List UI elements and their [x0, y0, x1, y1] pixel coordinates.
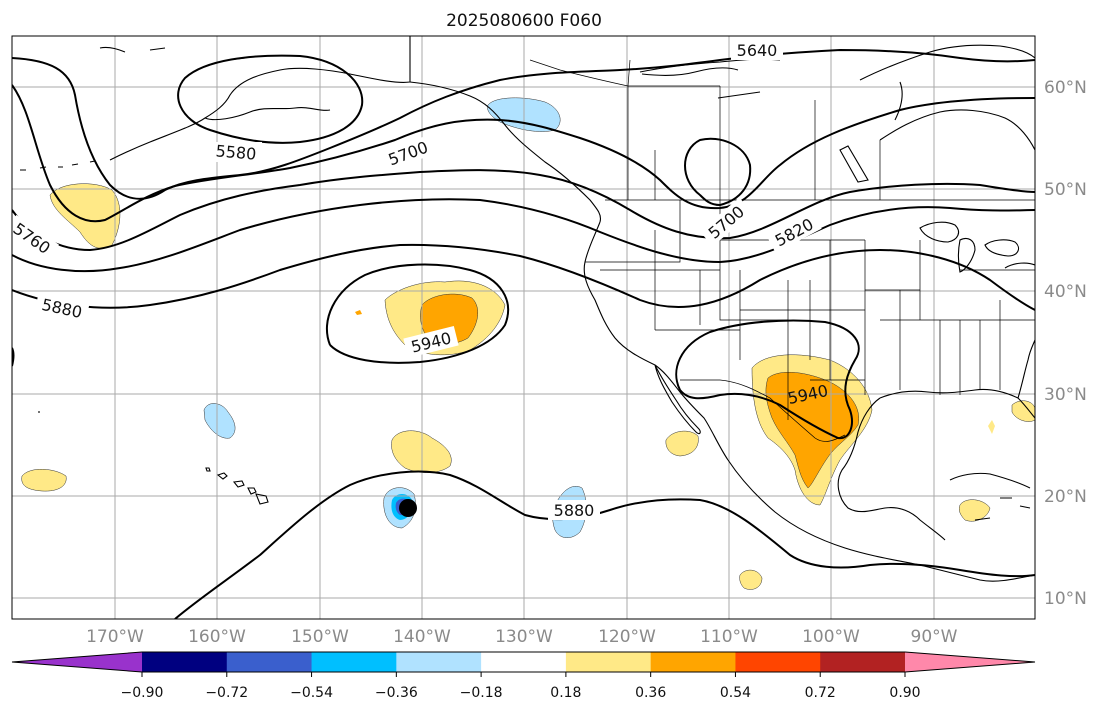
anomaly-region	[665, 430, 699, 457]
lon-label: 110°W	[700, 627, 758, 647]
colorbar-tick-label: −0.54	[290, 685, 333, 701]
map-title: 2025080600 F060	[446, 11, 602, 31]
colorbar-tick-label: 0.36	[635, 685, 666, 701]
contour-label: 5880	[554, 501, 595, 520]
lat-label: 40°N	[1044, 282, 1087, 302]
plot-frame	[11, 35, 1036, 620]
lat-label: 30°N	[1044, 385, 1087, 405]
colorbar-tick-label: −0.72	[205, 685, 248, 701]
contour-line	[12, 243, 1035, 311]
colorbar: −0.90 −0.72 −0.54 −0.36 −0.18 0.18 0.36 0.54 0.7…	[11, 651, 1036, 701]
lon-label: 140°W	[393, 627, 451, 647]
colorbar-segment	[12, 652, 142, 672]
contour-label: 5580	[215, 141, 257, 163]
anomaly-region	[391, 430, 452, 473]
colorbar-segment	[650, 652, 736, 672]
colorbar-segment	[142, 652, 228, 672]
lon-label: 100°W	[802, 627, 860, 647]
lat-label: 50°N	[1044, 180, 1087, 200]
contour-line	[12, 198, 1035, 273]
lon-label: 170°W	[86, 627, 144, 647]
lon-label: 90°W	[911, 627, 958, 647]
colorbar-segment	[820, 652, 906, 672]
colorbar-tick-label: −0.18	[460, 685, 503, 701]
contour-line	[12, 84, 1035, 223]
contour-line	[684, 137, 752, 207]
longitude-labels: 170°W 160°W 150°W 140°W 130°W 120°W 110°…	[86, 627, 958, 647]
lon-label: 130°W	[495, 627, 553, 647]
contour-line	[675, 319, 860, 440]
lat-label: 60°N	[1044, 78, 1087, 98]
anomaly-region	[355, 310, 362, 315]
lon-label: 160°W	[188, 627, 246, 647]
colorbar-tick-label: 0.90	[889, 685, 920, 701]
lon-label: 120°W	[598, 627, 656, 647]
contour-line	[12, 48, 1035, 200]
colorbar-tick-label: −0.36	[375, 685, 418, 701]
latitude-labels: 60°N 50°N 40°N 30°N 20°N 10°N	[1044, 78, 1087, 609]
cyclone-center	[399, 499, 417, 517]
contour-line	[174, 470, 1035, 619]
colorbar-segment	[226, 652, 313, 672]
contour-label: 5640	[737, 41, 778, 60]
coastlines	[20, 36, 1035, 582]
colorbar-tick-label: 0.54	[720, 685, 751, 701]
colorbar-tick-label: 0.72	[805, 685, 836, 701]
colorbar-segment	[481, 652, 567, 672]
colorbar-segment	[905, 652, 1035, 672]
colorbar-tick-label: −0.90	[121, 685, 164, 701]
lat-label: 10°N	[1044, 589, 1087, 609]
colorbar-tick-label: 0.18	[550, 685, 581, 701]
anomaly-region	[765, 372, 860, 489]
lon-label: 150°W	[291, 627, 349, 647]
anomaly-region	[21, 469, 67, 492]
height-contours	[12, 48, 1035, 619]
contour-line	[12, 169, 1035, 252]
plot-area: 5640 5580 5700 5700 5820 5760 5880 5940 …	[12, 36, 1035, 619]
contour-line	[177, 54, 364, 144]
anomaly-region	[739, 569, 763, 590]
colorbar-segment	[565, 652, 652, 672]
lat-label: 20°N	[1044, 487, 1087, 507]
contour-line	[325, 263, 510, 364]
anomaly-region	[988, 420, 995, 434]
anomaly-region	[203, 403, 236, 439]
colorbar-segment	[311, 652, 397, 672]
colorbar-segment	[396, 652, 482, 672]
colorbar-segment	[735, 652, 821, 672]
